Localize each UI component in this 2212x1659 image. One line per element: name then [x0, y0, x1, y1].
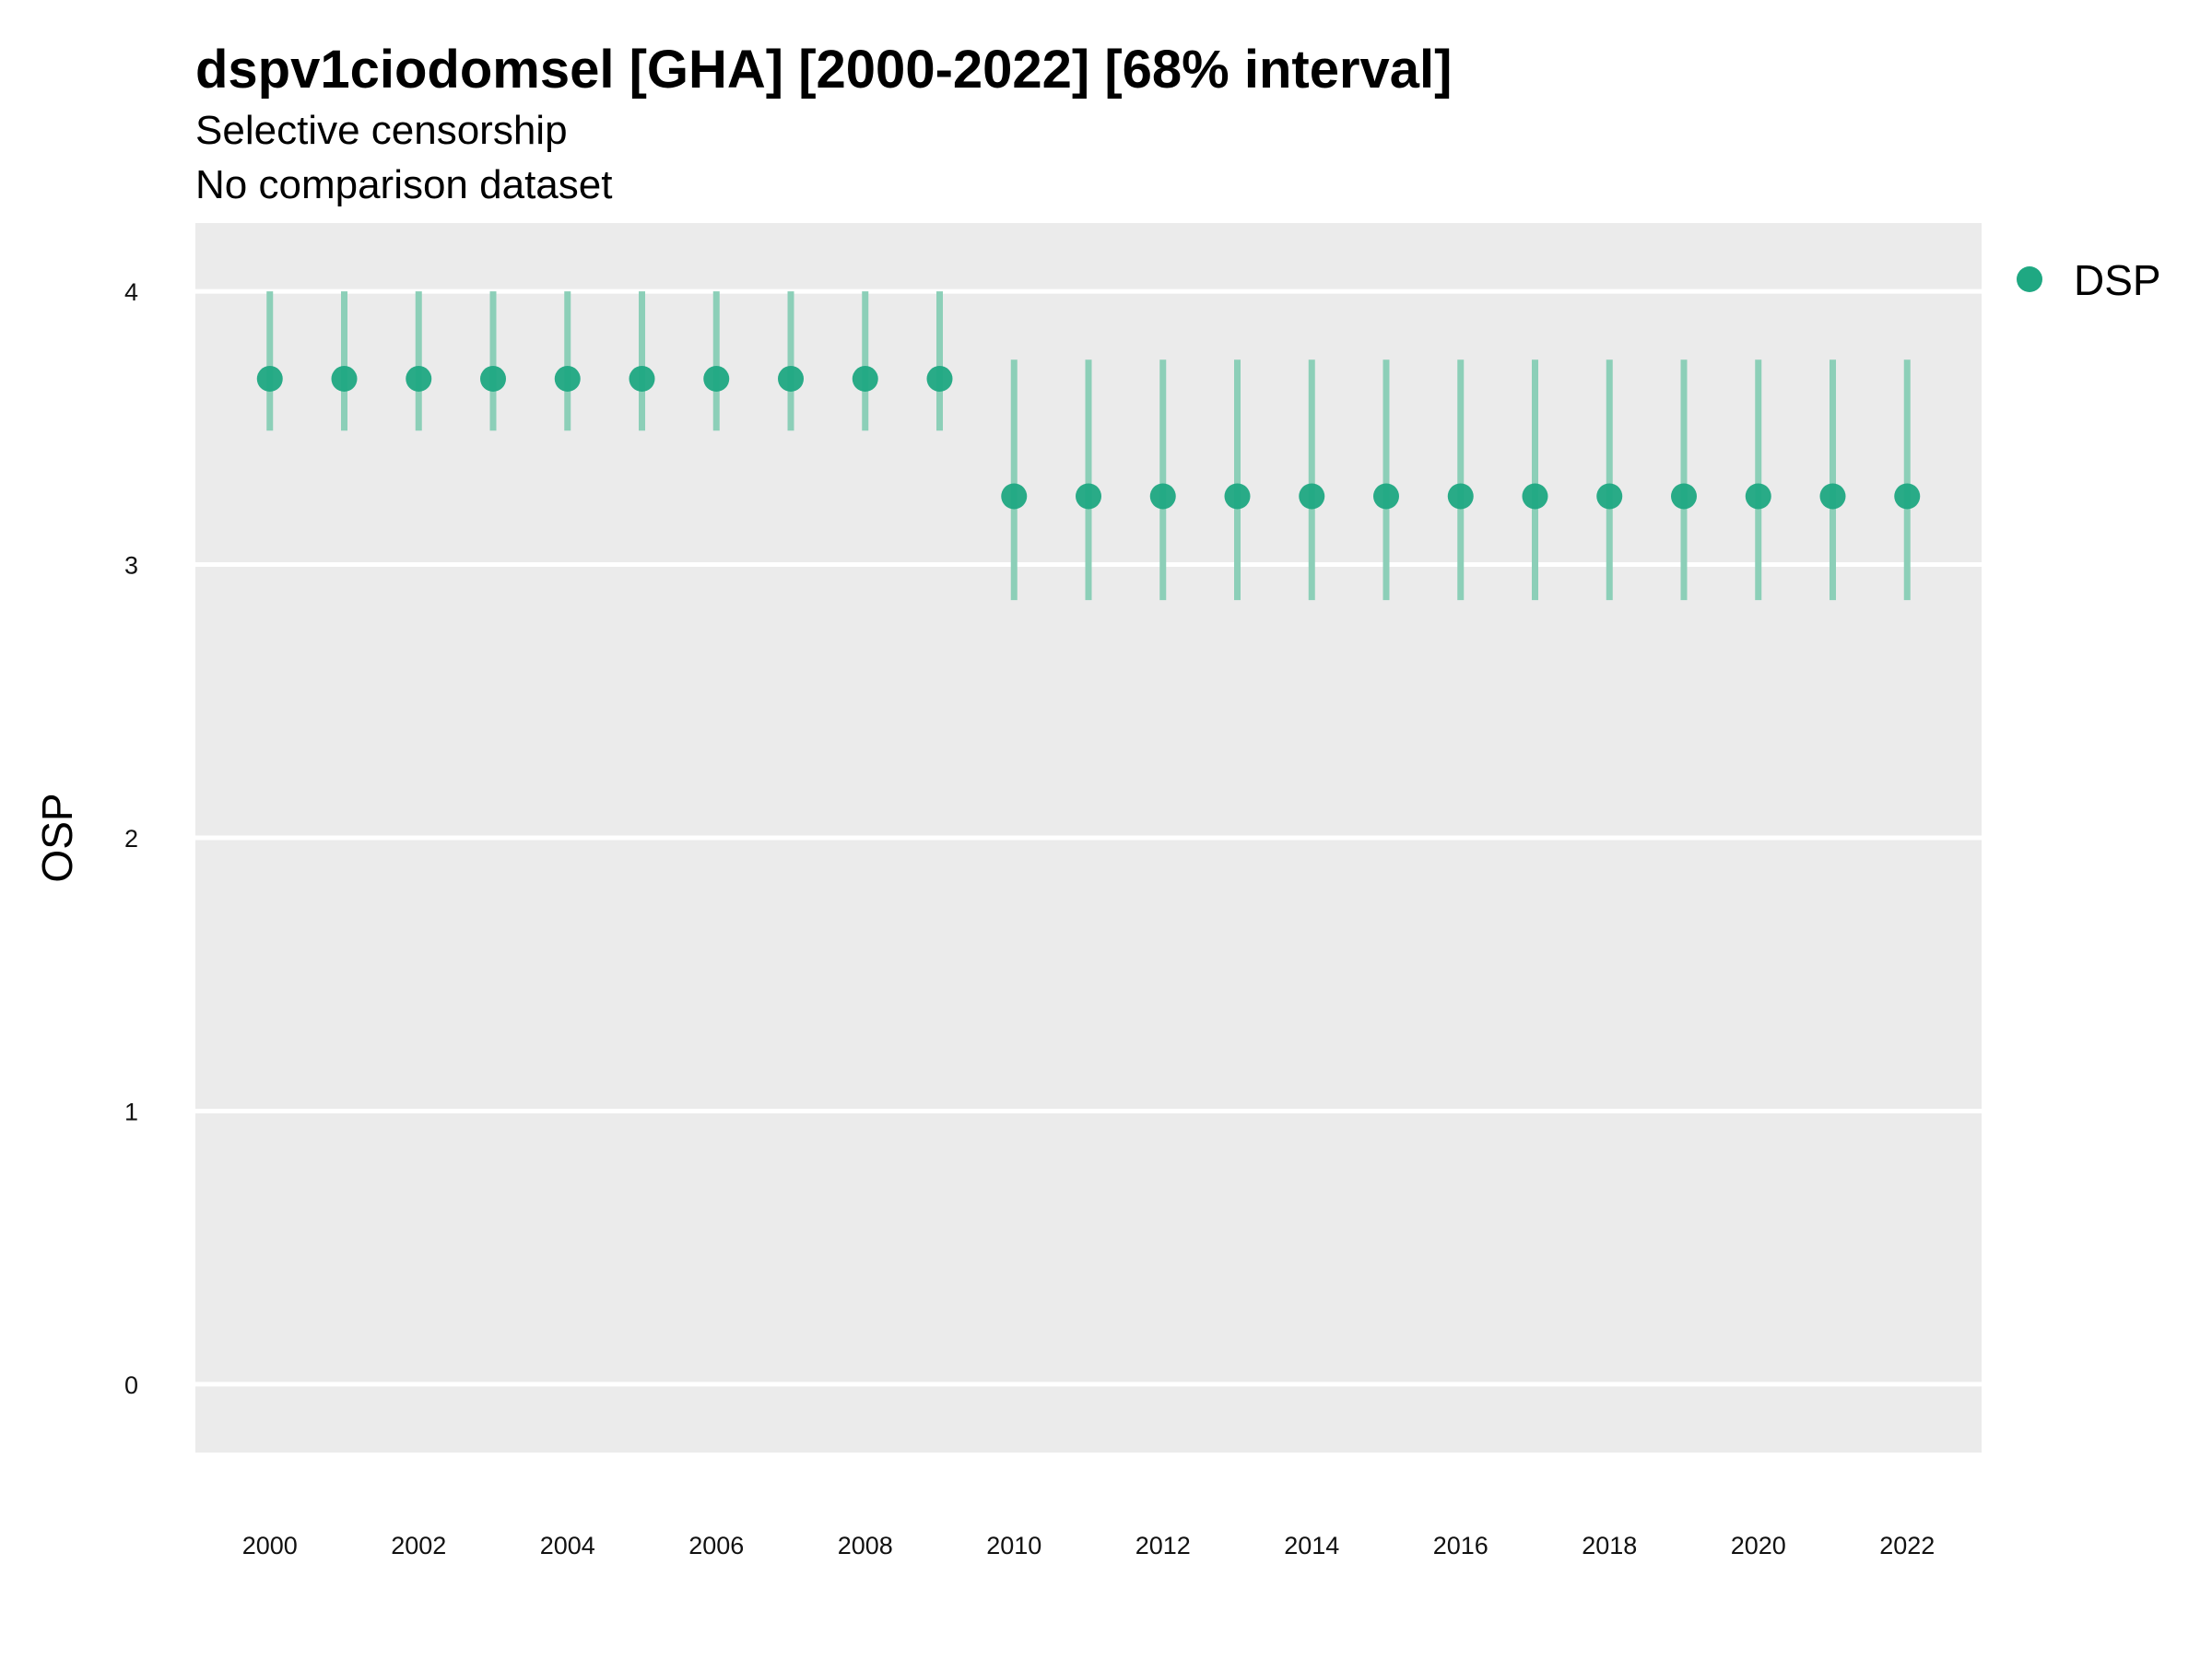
- point-2013: [1224, 483, 1251, 510]
- legend-label-dsp: DSP: [2074, 256, 2161, 304]
- x-axis-ticks: 2000 2002 2004 2006 2008 2010 2012 2014 2016 2018…: [242, 1532, 1936, 1559]
- x-tick-label-2014: 2014: [1284, 1532, 1339, 1559]
- point-2009: [926, 365, 953, 392]
- point-2004: [554, 365, 581, 392]
- x-tick-label-2010: 2010: [986, 1532, 1041, 1559]
- data-points: [256, 365, 1921, 510]
- chart-subtitle-2: No comparison dataset: [195, 162, 612, 207]
- point-2010: [1001, 483, 1028, 510]
- y-tick-label-3: 3: [124, 552, 138, 580]
- point-2016: [1447, 483, 1474, 510]
- chart-title: dspv1ciodomsel [GHA] [2000-2022] [68% in…: [195, 40, 1452, 100]
- point-2022: [1894, 483, 1921, 510]
- chart-subtitle: Selective censorship: [195, 108, 568, 153]
- point-2002: [406, 365, 432, 392]
- interval-bars: [266, 291, 1911, 601]
- y-tick-label-0: 0: [124, 1371, 138, 1399]
- x-tick-label-2008: 2008: [838, 1532, 893, 1559]
- point-2018: [1596, 483, 1623, 510]
- point-2000: [256, 365, 283, 392]
- y-tick-label-4: 4: [124, 278, 138, 306]
- point-2011: [1076, 483, 1101, 510]
- y-tick-label-1: 1: [124, 1098, 138, 1125]
- point-2020: [1745, 483, 1771, 510]
- point-2008: [852, 365, 878, 392]
- point-2005: [629, 365, 655, 392]
- x-tick-label-2006: 2006: [688, 1532, 744, 1559]
- y-axis-label: OSP: [33, 793, 81, 882]
- point-2006: [703, 365, 730, 392]
- x-tick-label-2020: 2020: [1731, 1532, 1786, 1559]
- point-2021: [1819, 483, 1846, 510]
- x-tick-label-2018: 2018: [1582, 1532, 1637, 1559]
- x-tick-label-2022: 2022: [1879, 1532, 1935, 1559]
- x-tick-label-2016: 2016: [1433, 1532, 1488, 1559]
- point-2014: [1299, 483, 1325, 510]
- y-axis-ticks: 0 1 2 3 4: [124, 278, 138, 1399]
- y-tick-label-2: 2: [124, 825, 138, 853]
- point-2017: [1522, 483, 1548, 510]
- point-2012: [1149, 483, 1176, 510]
- legend: DSP: [2017, 256, 2161, 304]
- x-tick-label-2012: 2012: [1135, 1532, 1191, 1559]
- point-2001: [331, 365, 358, 392]
- point-2003: [480, 365, 506, 392]
- legend-swatch-dsp: [2017, 266, 2042, 292]
- point-2007: [778, 365, 804, 392]
- x-tick-label-2004: 2004: [540, 1532, 595, 1559]
- x-tick-label-2002: 2002: [391, 1532, 446, 1559]
- point-2019: [1671, 483, 1697, 510]
- point-2015: [1373, 483, 1399, 510]
- x-tick-label-2000: 2000: [242, 1532, 298, 1559]
